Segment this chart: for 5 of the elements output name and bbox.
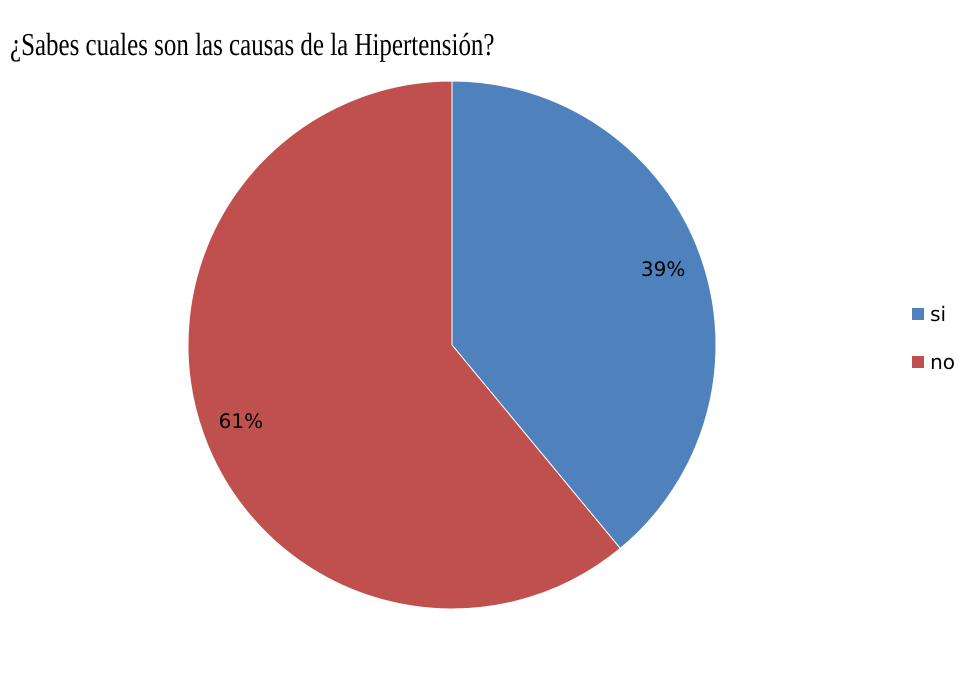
chart-title: ¿Sabes cuales son las causas de la Hipertensión?: [10, 26, 494, 63]
legend-label: no: [930, 348, 955, 376]
data-label: 61%: [218, 409, 264, 434]
data-label: 39%: [640, 256, 686, 281]
legend-label: si: [930, 300, 946, 328]
